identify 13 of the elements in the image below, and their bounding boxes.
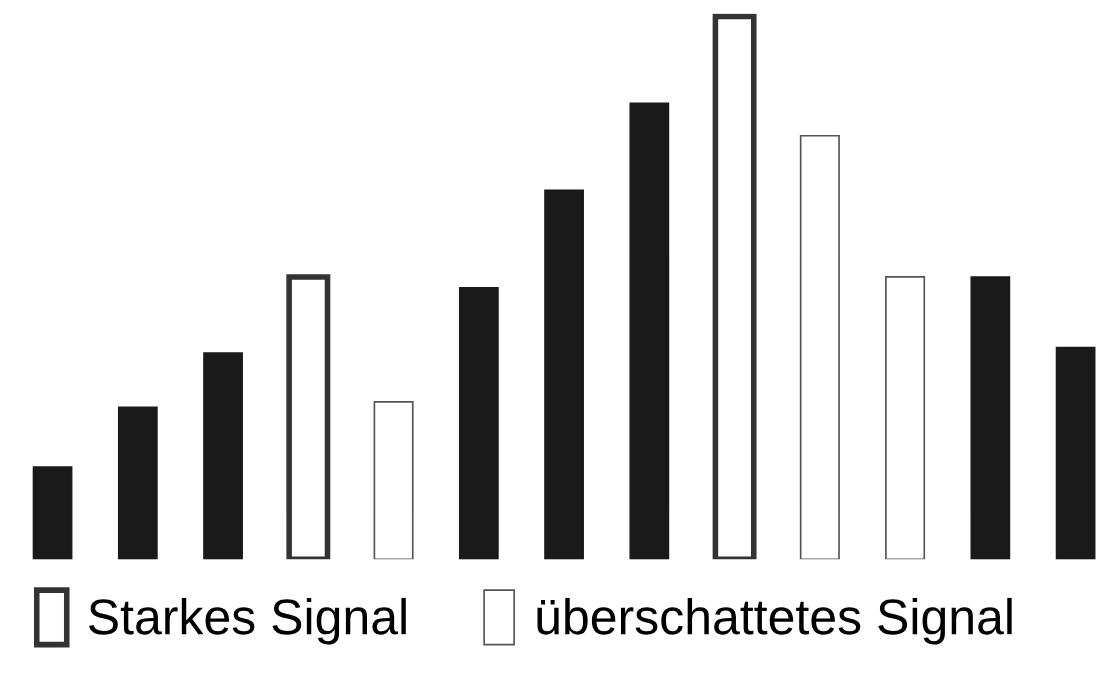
bar [117, 406, 158, 560]
legend-label: Starkes Signal [89, 597, 406, 645]
bar [799, 134, 840, 560]
bar [629, 102, 670, 560]
bar [32, 466, 73, 560]
legend-label: überschattetes Signal [537, 597, 1012, 645]
bar [458, 287, 499, 560]
bar [885, 276, 926, 560]
bar [203, 352, 243, 560]
bar [1055, 346, 1096, 560]
bar [373, 400, 414, 560]
bar [970, 276, 1011, 560]
bar [544, 189, 584, 560]
